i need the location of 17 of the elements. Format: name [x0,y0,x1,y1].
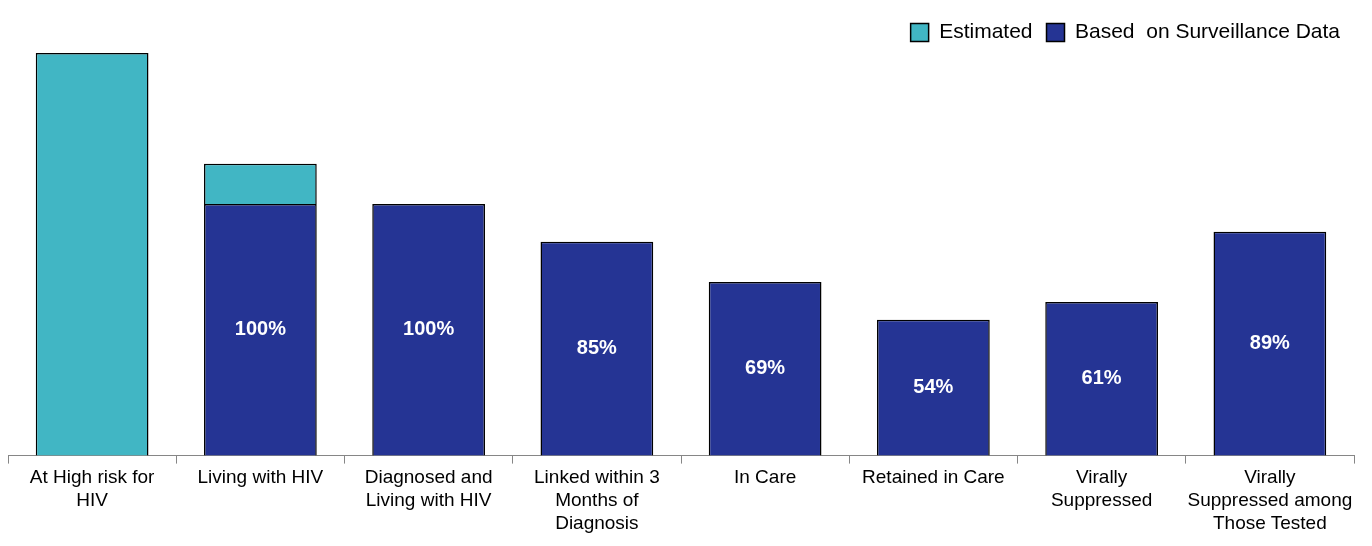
x-tick-label: Virally Suppressed among Those Tested [1187,466,1353,533]
data-label: 100% [234,317,287,340]
data-label: 61% [1081,366,1122,389]
data-label: 85% [576,336,618,359]
x-tick-label: Virally Suppressed [1050,466,1153,511]
data-label: 89% [1249,331,1291,354]
x-tick-label: In Care [733,466,797,488]
x-tick-label: Retained in Care [862,466,1005,488]
x-tick-label: Linked within 3 Months of Diagnosis [534,466,660,533]
data-label: 100% [403,317,455,340]
data-label: 69% [745,356,786,379]
x-tick-label: Living with HIV [197,466,324,488]
data-label: 54% [913,375,954,398]
x-tick-label: Diagnosed and Living with HIV [364,466,493,511]
x-tick-label: At High risk for HIV [29,466,156,511]
legend-label: Estimated [939,19,1033,43]
legend-label: Based on Surveillance Data [1075,19,1341,43]
